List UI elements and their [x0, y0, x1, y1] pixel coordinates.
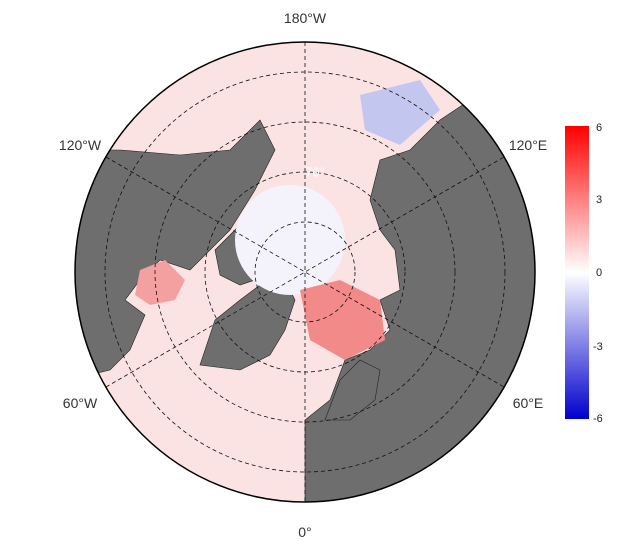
map-border: [74, 41, 536, 503]
colorbar-tick: 6: [596, 122, 603, 134]
lon-label-180w: 180°W: [283, 10, 327, 26]
hudson-bay: [135, 260, 185, 305]
lon-label-0: 0°: [298, 524, 312, 540]
lat-label-70: 70°: [305, 164, 325, 180]
colorbar-tick: -6: [593, 413, 603, 425]
lon-label-60w: 60°W: [62, 395, 98, 411]
colorbar-tick: 3: [596, 194, 603, 206]
graticule: [104, 42, 506, 502]
lon-label-60e: 60°E: [512, 395, 544, 411]
scandinavia-land: [324, 359, 381, 421]
east-siberian-anomaly: [360, 80, 440, 145]
lon-label-120e: 120°E: [508, 137, 548, 153]
central-arctic-ice: [235, 185, 345, 295]
colorbar-tick: -3: [593, 341, 603, 353]
lon-label-120w: 120°W: [58, 137, 102, 153]
colorbar: [565, 126, 589, 419]
barents-sea-anomaly: [300, 280, 385, 360]
colorbar-tick: 0: [596, 267, 603, 279]
north-america-land: [75, 119, 276, 381]
